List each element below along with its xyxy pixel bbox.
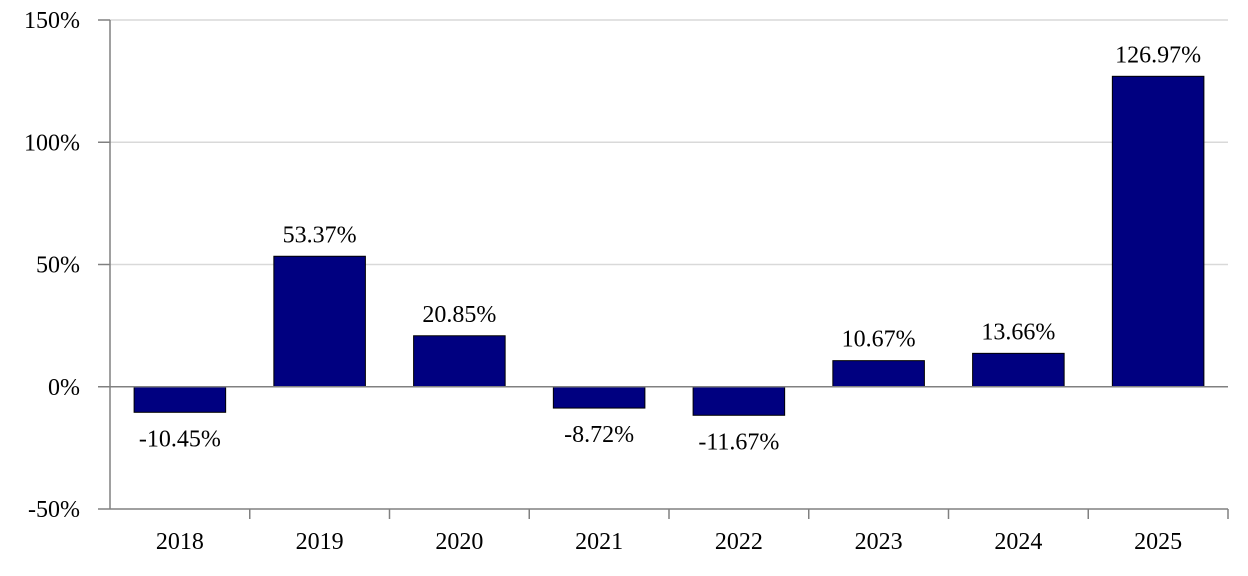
bar bbox=[413, 335, 506, 388]
x-tick-label: 2021 bbox=[575, 529, 623, 555]
bar bbox=[1111, 75, 1205, 388]
data-label: 10.67% bbox=[842, 327, 916, 353]
y-axis-ticks: 150% 100% 50% 0% -50% bbox=[24, 8, 110, 523]
x-tick-label: 2023 bbox=[855, 529, 903, 555]
bar bbox=[692, 386, 786, 416]
data-label: 13.66% bbox=[981, 319, 1055, 345]
x-tick-label: 2018 bbox=[156, 529, 204, 555]
y-tick-label: 150% bbox=[24, 8, 80, 34]
bar bbox=[972, 352, 1065, 388]
bar bbox=[552, 386, 646, 409]
x-tick-label: 2022 bbox=[715, 529, 763, 555]
x-tick-label: 2019 bbox=[296, 529, 344, 555]
bar bbox=[832, 360, 925, 388]
data-label: -10.45% bbox=[139, 426, 221, 452]
data-label: 126.97% bbox=[1115, 42, 1201, 68]
y-tick-label: -50% bbox=[28, 497, 80, 523]
x-axis-ticks: 2018 2019 2020 2021 2022 2023 2024 2025 bbox=[156, 509, 1229, 555]
y-tick-label: 50% bbox=[36, 253, 80, 279]
x-tick-label: 2024 bbox=[994, 529, 1042, 555]
data-label: 53.37% bbox=[283, 222, 357, 248]
gridlines bbox=[110, 19, 1228, 266]
data-labels: -10.45% 53.37% 20.85% -8.72% -11.67% 10.67% 13… bbox=[139, 42, 1201, 455]
y-tick-label: 100% bbox=[24, 130, 80, 156]
data-label: -11.67% bbox=[698, 429, 779, 455]
bar bbox=[273, 255, 366, 388]
x-tick-label: 2025 bbox=[1134, 529, 1182, 555]
data-label: 20.85% bbox=[422, 302, 496, 328]
bar bbox=[133, 386, 227, 413]
data-label: -8.72% bbox=[564, 422, 634, 448]
y-tick-label: 0% bbox=[48, 375, 80, 401]
x-tick-label: 2020 bbox=[435, 529, 483, 555]
